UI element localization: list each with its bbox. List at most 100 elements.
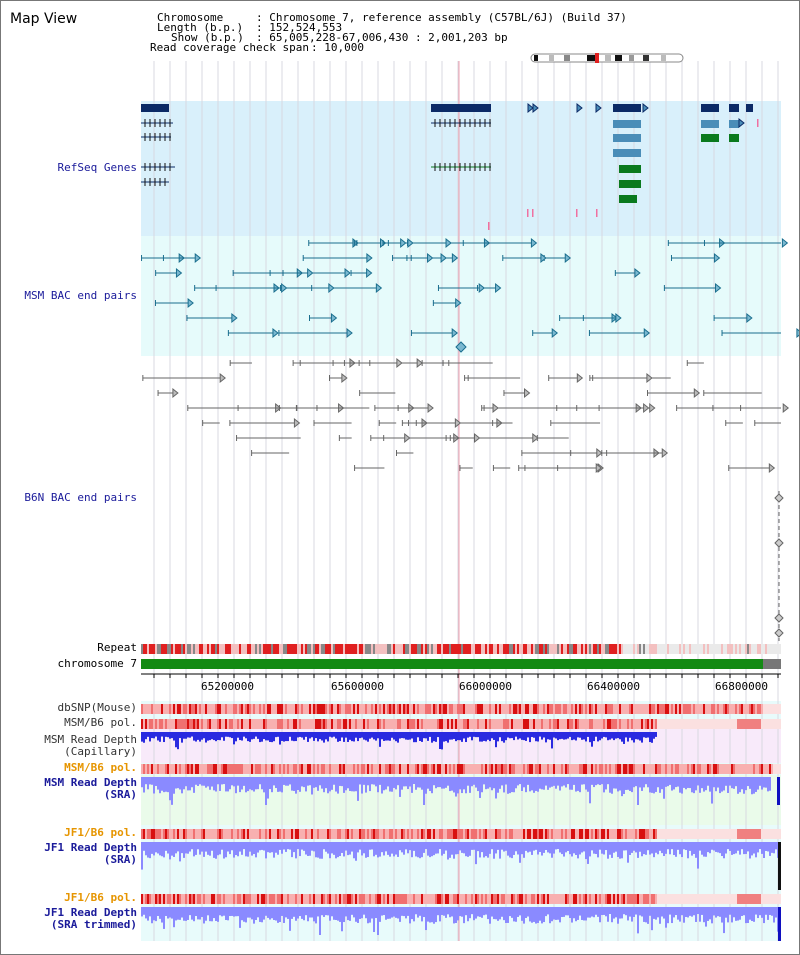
depth-bar xyxy=(549,777,551,788)
heat-cell xyxy=(499,894,501,904)
depth-bar xyxy=(371,732,373,738)
heat-cell xyxy=(429,719,431,729)
track-label-msm-bac[interactable]: MSM BAC end pairs xyxy=(24,289,137,302)
bac-arrow xyxy=(715,282,722,294)
heat-cell xyxy=(779,704,781,714)
heat-cell xyxy=(143,894,145,904)
depth-bar xyxy=(369,777,371,792)
heat-cell xyxy=(479,894,481,904)
heat-cell xyxy=(771,829,773,839)
depth-bar xyxy=(223,842,225,859)
depth-bar xyxy=(487,842,489,858)
heat-cell xyxy=(707,764,709,774)
heat-cell xyxy=(225,829,227,839)
depth-bar xyxy=(741,777,743,790)
heat-cell xyxy=(737,829,739,839)
heat-cell xyxy=(435,704,437,714)
track-label-b6n-bac[interactable]: B6N BAC end pairs xyxy=(24,491,137,504)
depth-bar xyxy=(587,842,589,864)
heat-cell xyxy=(525,704,527,714)
depth-bar xyxy=(343,842,345,857)
heat-cell xyxy=(349,829,351,839)
heat-cell xyxy=(597,894,599,904)
depth-bar xyxy=(519,777,521,785)
bac-arrow xyxy=(478,282,485,294)
heat-cell xyxy=(635,894,637,904)
repeat-element xyxy=(537,644,539,654)
heat-cell xyxy=(333,894,335,904)
track-label-refseq-genes[interactable]: RefSeq Genes xyxy=(57,161,137,174)
heat-cell xyxy=(523,764,525,774)
heat-cell xyxy=(255,894,257,904)
heat-cell xyxy=(355,704,357,714)
depth-bar xyxy=(511,907,513,918)
depth-bar xyxy=(443,777,445,789)
heat-cell xyxy=(715,829,717,839)
heat-cell xyxy=(675,764,677,774)
depth-bar xyxy=(233,842,235,858)
gene-marker xyxy=(488,222,490,230)
heat-cell xyxy=(743,829,745,839)
heat-cell xyxy=(267,894,269,904)
depth-bar xyxy=(365,777,367,793)
depth-bar xyxy=(687,842,689,859)
depth-bar xyxy=(577,777,579,791)
depth-bar xyxy=(778,907,781,941)
depth-bar xyxy=(521,842,523,855)
heat-cell xyxy=(621,719,623,729)
depth-bar xyxy=(277,732,279,737)
depth-bar xyxy=(407,842,409,854)
heat-cell xyxy=(309,704,311,714)
heat-cell xyxy=(743,719,745,729)
depth-bar xyxy=(429,777,431,792)
heat-cell xyxy=(193,894,195,904)
depth-bar xyxy=(327,732,329,742)
repeat-element xyxy=(731,644,733,654)
heat-cell xyxy=(709,719,711,729)
heat-cell xyxy=(467,719,469,729)
depth-bar xyxy=(575,907,577,922)
heat-cell xyxy=(641,894,643,904)
depth-bar xyxy=(227,732,229,737)
depth-bar xyxy=(709,907,711,920)
heat-cell xyxy=(313,829,315,839)
repeat-element xyxy=(455,644,457,654)
heat-cell xyxy=(243,719,245,729)
depth-bar xyxy=(609,732,611,740)
heat-cell xyxy=(761,704,763,714)
heat-cell xyxy=(243,894,245,904)
heat-cell xyxy=(685,704,687,714)
depth-bar xyxy=(273,777,275,786)
depth-bar xyxy=(683,842,685,850)
heat-cell xyxy=(267,764,269,774)
depth-bar xyxy=(661,842,663,854)
heat-cell xyxy=(397,894,399,904)
repeat-element xyxy=(199,644,201,654)
heat-cell xyxy=(535,829,537,839)
depth-bar xyxy=(219,777,221,791)
depth-bar xyxy=(491,907,493,917)
repeat-element xyxy=(173,644,175,654)
heat-cell xyxy=(557,894,559,904)
repeat-element xyxy=(533,644,535,654)
depth-bar xyxy=(613,777,615,789)
heat-cell xyxy=(153,829,155,839)
repeat-element xyxy=(247,644,249,654)
heat-cell xyxy=(513,894,515,904)
depth-bar xyxy=(345,777,347,791)
heat-cell xyxy=(311,829,313,839)
heat-cell xyxy=(193,719,195,729)
depth-bar xyxy=(419,777,421,788)
depth-bar xyxy=(667,777,669,787)
heat-cell xyxy=(297,719,299,729)
heat-cell xyxy=(635,719,637,729)
bac-arrow xyxy=(341,372,348,384)
heat-cell xyxy=(299,829,301,839)
ideogram-band xyxy=(643,55,649,61)
track-label-jf1-depth-trim: JF1 Read Depth xyxy=(44,906,137,919)
depth-bar xyxy=(143,842,145,851)
depth-bar xyxy=(531,732,533,738)
bac-arrow xyxy=(328,282,335,294)
depth-bar xyxy=(751,907,753,922)
heat-cell xyxy=(753,829,755,839)
